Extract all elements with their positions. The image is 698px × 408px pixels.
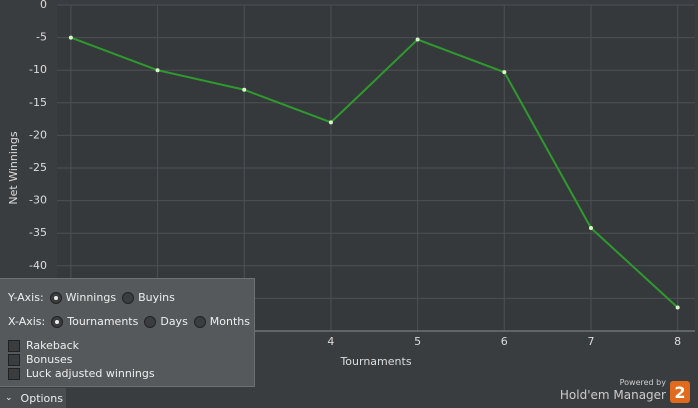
data-point <box>155 68 160 73</box>
x-tick-label: 8 <box>674 335 681 348</box>
data-point <box>675 305 680 310</box>
x-tick-label: 7 <box>587 335 594 348</box>
options-panel: Y-Axis: Winnings Buyins X-Axis: Tournaments… <box>0 278 255 387</box>
y-tick-label: -15 <box>29 96 47 109</box>
y-axis-row: Y-Axis: Winnings Buyins <box>8 291 175 304</box>
y-axis-setting-label: Y-Axis: <box>8 291 44 304</box>
x-axis-label: Tournaments <box>339 355 411 368</box>
radio-button[interactable] <box>49 291 62 304</box>
y-tick-label: 0 <box>40 0 47 11</box>
radio-button[interactable] <box>122 291 135 304</box>
y-tick-label: -40 <box>29 259 47 272</box>
checkbox-label: Luck adjusted winnings <box>26 367 155 380</box>
powered-by: Powered by <box>619 378 666 387</box>
options-tab[interactable]: ⌄ Options <box>0 388 66 408</box>
checkbox[interactable] <box>8 339 20 352</box>
y-tick-label: -5 <box>36 31 47 44</box>
y-axis-label: Net Winnings <box>7 131 20 204</box>
checkbox-row: Rakeback <box>8 339 79 352</box>
y-tick-label: -10 <box>29 63 47 76</box>
data-point <box>415 37 420 42</box>
data-line <box>70 36 679 309</box>
radio-button[interactable] <box>51 315 64 328</box>
logo: 2 <box>670 381 690 403</box>
data-point <box>242 87 247 92</box>
data-point <box>328 120 333 125</box>
radio-button[interactable] <box>193 315 206 328</box>
radio-button[interactable] <box>144 315 157 328</box>
data-point <box>68 35 73 40</box>
x-tick-label: 6 <box>501 335 508 348</box>
product-name: Hold'em Manager <box>559 388 666 402</box>
data-point <box>588 225 593 230</box>
radio-label: Tournaments <box>67 315 139 328</box>
x-axis-row: X-Axis: Tournaments Days Months <box>8 315 250 328</box>
radio-label: Months <box>209 315 251 328</box>
y-tick-label: -30 <box>29 194 47 207</box>
x-axis-setting-label: X-Axis: <box>8 315 46 328</box>
y-tick-label: -35 <box>29 226 47 239</box>
radio-label: Buyins <box>138 291 175 304</box>
options-tab-label: Options <box>20 391 63 405</box>
checkbox-row: Luck adjusted winnings <box>8 367 155 380</box>
y-tick-label: -25 <box>29 161 47 174</box>
x-tick-label: 4 <box>327 335 334 348</box>
data-point <box>502 70 507 75</box>
checkbox[interactable] <box>8 367 20 380</box>
x-tick-label: 5 <box>414 335 421 348</box>
radio-label: Days <box>160 315 188 328</box>
checkbox-label: Bonuses <box>26 353 73 366</box>
radio-label: Winnings <box>65 291 117 304</box>
checkbox-row: Bonuses <box>8 353 72 366</box>
checkbox[interactable] <box>8 353 20 366</box>
checkbox-label: Rakeback <box>26 339 80 352</box>
y-tick-label: -20 <box>29 128 47 141</box>
